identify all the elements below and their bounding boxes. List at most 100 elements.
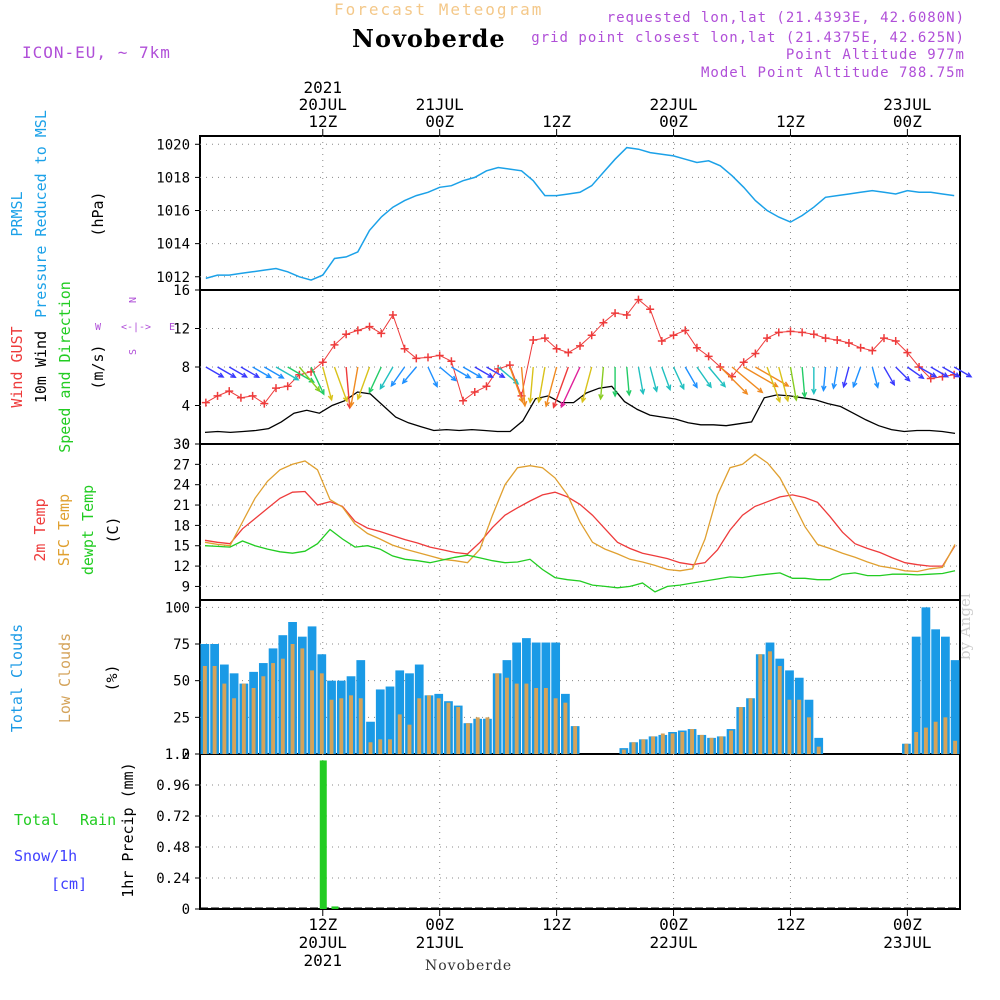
low-cloud-bar	[290, 644, 295, 754]
wind-arrow	[462, 366, 483, 379]
total-clouds-label: Total Clouds	[8, 624, 26, 732]
wind-arrow	[852, 366, 862, 389]
gust-marker	[470, 388, 479, 397]
total-cloud-bar	[941, 636, 950, 754]
wind-arrow	[696, 366, 712, 389]
low-cloud-bar	[641, 739, 646, 754]
wind-arrow	[883, 366, 896, 387]
gust-line	[205, 298, 955, 405]
time-label-top-date: 23JUL	[883, 95, 931, 114]
gust-marker	[844, 338, 853, 347]
wind-arrow	[918, 366, 938, 378]
low-cloud-bar	[923, 727, 928, 754]
temperature-ytick-label: 24	[173, 478, 190, 494]
time-label-bottom-hour: 00Z	[425, 915, 454, 934]
pressure-ytick-label: 1018	[156, 170, 190, 186]
low-cloud-bar	[222, 683, 227, 754]
wind-arrow	[240, 366, 261, 379]
compass-axis: <-|->	[121, 322, 151, 333]
wind-arrow	[536, 366, 546, 404]
wind-arrow	[348, 366, 359, 408]
wind-ytick-label: 4	[182, 399, 190, 415]
gust-marker	[283, 382, 292, 391]
precipitation-ytick-label: 0	[182, 902, 190, 918]
temp-unit-label: (C)	[104, 516, 122, 543]
wind-unit-label: (m/s)	[89, 344, 107, 389]
gust-marker	[353, 326, 362, 335]
rain-label: Rain	[80, 811, 116, 829]
gust-marker	[342, 330, 351, 339]
chart-subtitle: Forecast Meteogram	[334, 0, 544, 19]
pressure-label: PRMSL	[8, 191, 26, 236]
low-cloud-bar	[631, 742, 636, 754]
gust-marker	[926, 374, 935, 383]
low-cloud-bar	[212, 666, 217, 754]
total-cloud-bar	[385, 686, 395, 754]
gust-marker	[576, 341, 584, 350]
gust-marker	[599, 318, 608, 327]
time-label-top-date: 20JUL	[299, 95, 347, 114]
low-cloud-bar	[261, 676, 266, 754]
precipitation-ytick-label: 0.24	[156, 871, 190, 887]
temperature-ytick-label: 27	[173, 457, 190, 473]
wind-arrow	[390, 366, 406, 388]
wind-arrow	[228, 366, 248, 378]
wind-ytick-label: 16	[173, 283, 190, 299]
snow-label: Snow/1h	[14, 847, 77, 865]
wind-arrow	[708, 366, 727, 388]
gust-marker	[646, 305, 655, 314]
temp2m-label: 2m Temp	[31, 498, 49, 561]
temperature-ytick-label: 15	[173, 539, 190, 555]
compass-north: N	[128, 297, 139, 303]
footer-location: Novoberde	[425, 958, 513, 974]
gust-marker	[774, 328, 783, 337]
total-cloud-bar	[814, 737, 824, 754]
low-cloud-bar	[329, 699, 334, 754]
pressure-ytick-label: 1012	[156, 270, 190, 286]
low-cloud-bar	[768, 651, 772, 754]
gust-marker	[833, 336, 842, 345]
wind-arrow	[527, 366, 534, 404]
sfctemp-label: SFC Temp	[55, 494, 73, 566]
low-cloud-bar	[953, 740, 958, 754]
gust-marker	[225, 387, 234, 396]
time-label-top-hour: 00Z	[425, 112, 454, 131]
clouds-ytick-label: 75	[173, 637, 190, 653]
wind-arrow	[766, 366, 781, 404]
requested-coords: requested lon,lat (21.4393E, 42.6080N)	[606, 10, 965, 26]
low-clouds-label: Low Clouds	[56, 633, 74, 723]
gust-marker	[365, 322, 374, 331]
gust-marker	[821, 334, 830, 343]
wind-arrow	[672, 366, 685, 391]
temperature-ytick-label: 30	[173, 437, 190, 453]
pressure-line	[205, 146, 955, 281]
gust-marker	[540, 334, 549, 343]
time-label-bottom-hour: 12Z	[542, 915, 571, 934]
wind-arrow	[544, 366, 558, 408]
time-label-bottom-hour: 00Z	[659, 915, 688, 934]
gust-marker	[903, 348, 912, 357]
model-label: ICON-EU, ~ 7km	[22, 43, 171, 62]
low-cloud-bar	[777, 666, 782, 754]
wind-arrow	[439, 366, 458, 382]
clouds-ytick-label: 100	[165, 600, 190, 616]
low-cloud-bar	[466, 723, 470, 754]
low-cloud-bar	[436, 698, 441, 754]
gust-marker	[622, 311, 631, 320]
total-cloud-bar	[921, 607, 931, 754]
low-cloud-bar	[738, 707, 743, 754]
time-label-top-hour: 12Z	[308, 112, 337, 131]
low-cloud-bar	[651, 736, 656, 754]
low-cloud-bar	[709, 737, 714, 754]
wind-arrow	[275, 366, 300, 381]
total-cloud-bar	[395, 670, 405, 754]
low-cloud-bar	[797, 699, 802, 754]
wind-arrow	[322, 366, 334, 402]
low-cloud-bar	[397, 714, 402, 754]
gust-marker	[681, 326, 690, 335]
wind-arrow	[298, 366, 321, 393]
time-label-bottom-hour: 00Z	[893, 915, 922, 934]
gust-marker	[459, 396, 468, 405]
wind-arrow	[719, 366, 749, 396]
